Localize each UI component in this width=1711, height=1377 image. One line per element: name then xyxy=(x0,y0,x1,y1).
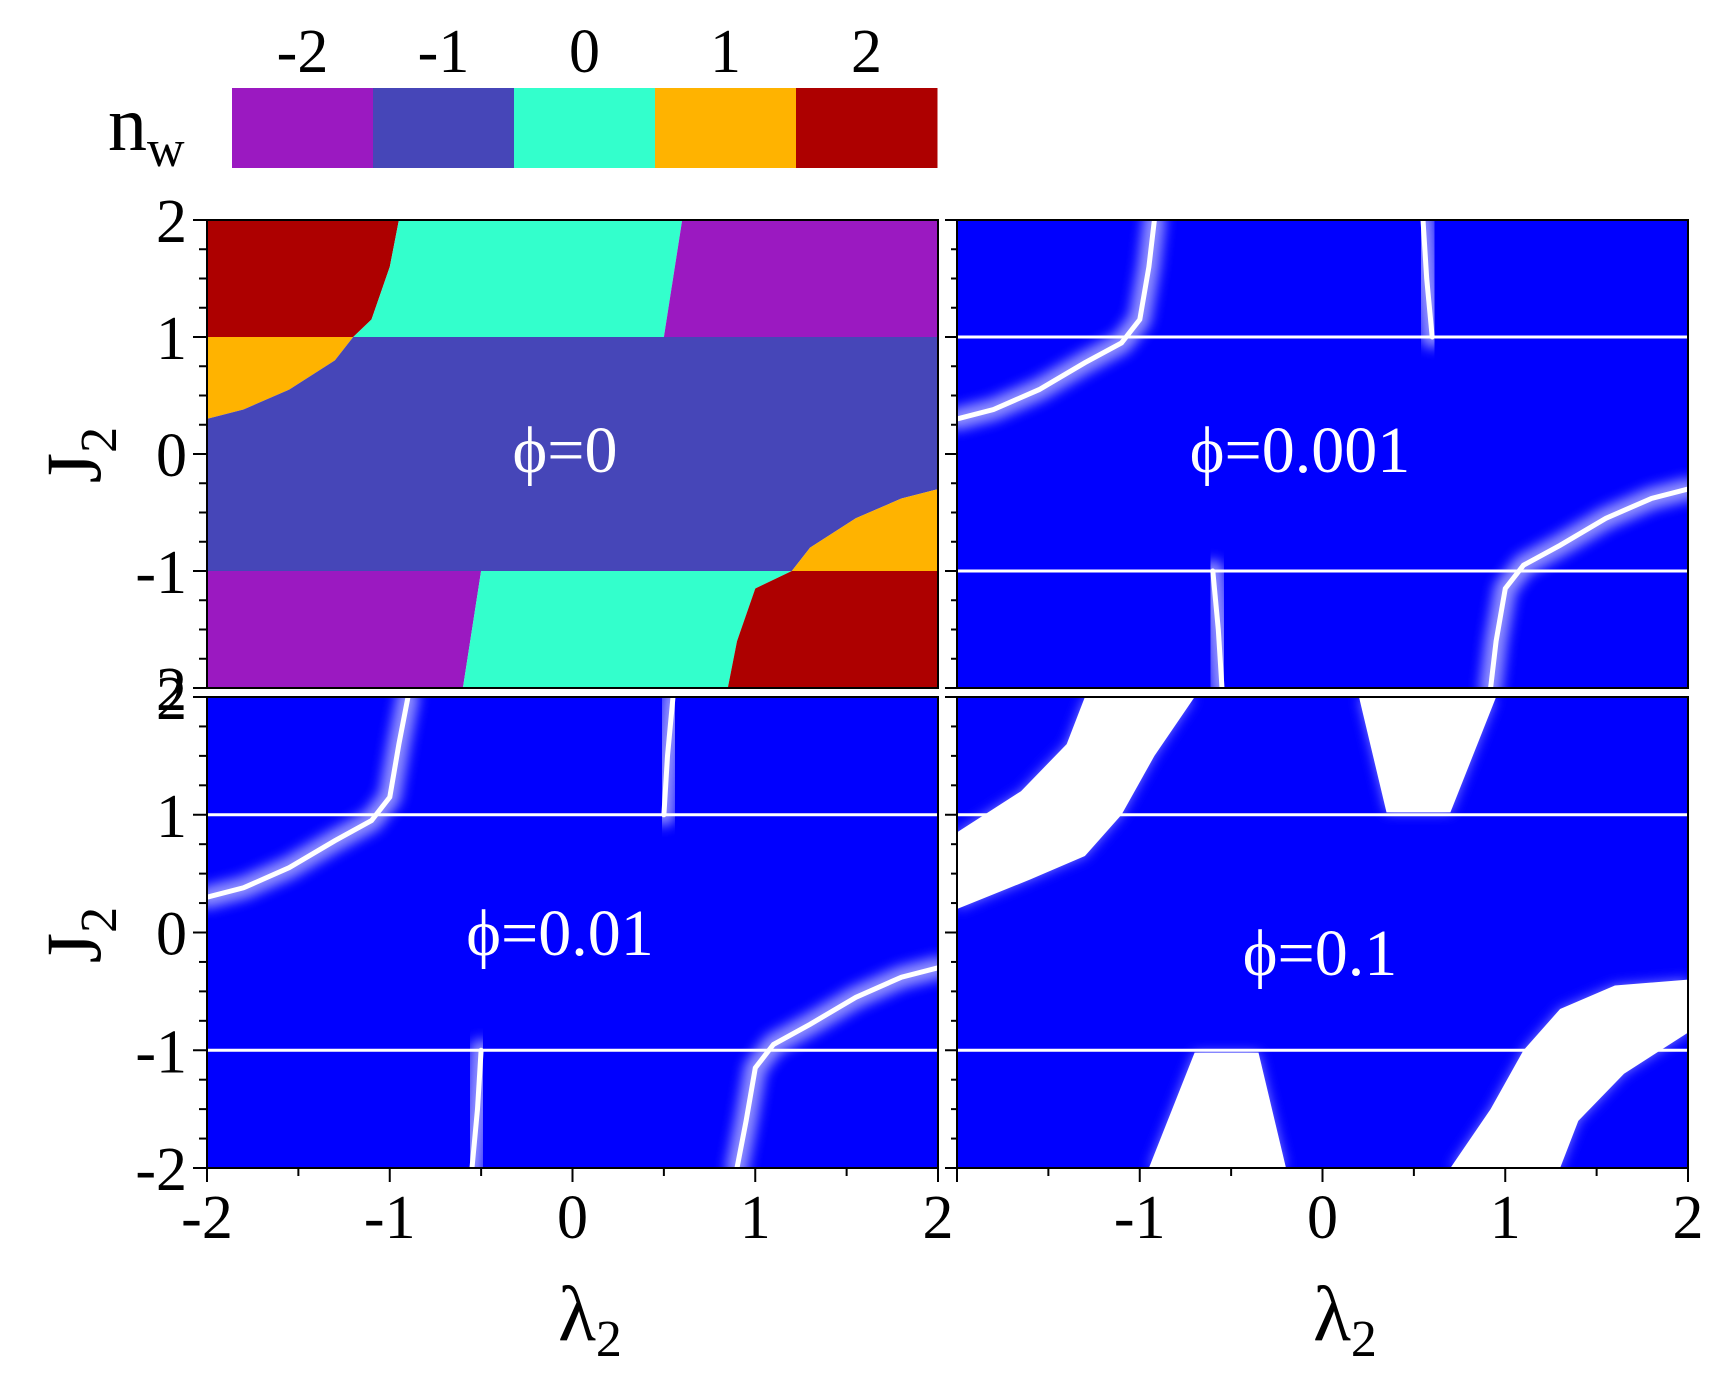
colorbar-cells xyxy=(232,88,938,168)
x-tick-label: 1 xyxy=(740,1184,771,1252)
phase-region xyxy=(727,571,938,688)
colorbar: nw -2 -1 0 1 2 xyxy=(108,18,938,178)
x-tick-label: -1 xyxy=(364,1184,416,1252)
gap-closing-curve xyxy=(207,697,411,900)
y-tick-label: 0 xyxy=(156,422,187,490)
x-axis-title-left: λ2 xyxy=(558,1270,622,1368)
phase-region xyxy=(207,337,938,571)
y-axis-title-bottom: J2 xyxy=(30,907,128,963)
colorbar-tick-label: -2 xyxy=(277,18,329,86)
x-tick-label: 1 xyxy=(1490,1184,1521,1252)
y-tick-label: 2 xyxy=(156,656,187,724)
gap-closing-curve xyxy=(734,965,938,1168)
x-axis-title-right: λ2 xyxy=(1313,1270,1377,1368)
x-tick-label: 2 xyxy=(923,1184,954,1252)
colorbar-tick-label: 0 xyxy=(569,18,600,86)
panel-phi-0-01 xyxy=(207,697,938,1168)
phase-region xyxy=(207,220,399,337)
colorbar-cell xyxy=(232,88,374,168)
gap-closing-curve xyxy=(469,1047,484,1168)
gap-closing-curve xyxy=(957,220,1157,422)
phase-region xyxy=(791,489,938,571)
y-tick-label: 0 xyxy=(156,901,187,969)
phase-region xyxy=(207,337,354,419)
gap-closing-curve xyxy=(661,697,676,818)
colorbar-cell xyxy=(796,88,938,168)
y-tick-label: -2 xyxy=(135,1136,187,1204)
y-tick-label: 2 xyxy=(156,665,187,733)
gapless-region xyxy=(1148,1052,1286,1168)
gapless-region xyxy=(1359,697,1497,813)
x-tick-label: -2 xyxy=(181,1184,233,1252)
x-tick-label: 0 xyxy=(557,1184,588,1252)
gap-closing-curve xyxy=(1210,568,1225,688)
annotation-phi-0-001: ϕ=0.001 xyxy=(1190,414,1410,487)
phase-region xyxy=(207,571,482,688)
y-tick-label: -1 xyxy=(135,1018,187,1086)
colorbar-tick-label: 2 xyxy=(851,18,882,86)
colorbar-tick-label: 1 xyxy=(710,18,741,86)
phase-region xyxy=(462,571,792,688)
panel-background xyxy=(957,220,1688,688)
colorbar-tick-labels: -2 -1 0 1 2 xyxy=(277,18,882,86)
colorbar-cell xyxy=(514,88,656,168)
y-tick-label: 2 xyxy=(156,188,187,256)
y-axis-title-top: J2 xyxy=(30,427,128,483)
panel-phi-0-001 xyxy=(957,220,1688,688)
y-tick-label: 1 xyxy=(156,305,187,373)
x-tick-label: 0 xyxy=(1307,1184,1338,1252)
gapless-region xyxy=(1450,979,1688,1168)
colorbar-tick-label: -1 xyxy=(418,18,470,86)
x-tick-label: 2 xyxy=(1673,1184,1704,1252)
annotation-phi-0-01: ϕ=0.01 xyxy=(466,897,653,970)
colorbar-cell xyxy=(373,88,515,168)
gapless-region xyxy=(957,697,1195,909)
annotation-phi-0-1: ϕ=0.1 xyxy=(1243,917,1397,990)
colorbar-label: nw xyxy=(108,80,185,178)
x-tick-label: -1 xyxy=(1114,1184,1166,1252)
phase-region xyxy=(353,220,683,337)
gap-closing-curve xyxy=(1488,486,1688,688)
y-tick-label: 1 xyxy=(156,783,187,851)
colorbar-cell xyxy=(655,88,797,168)
panel-phi-0 xyxy=(207,220,938,688)
y-tick-label: -1 xyxy=(135,539,187,607)
panel-phi-0-1 xyxy=(957,697,1688,1168)
gap-closing-curve xyxy=(1420,220,1435,340)
panel-background xyxy=(207,697,938,1168)
phase-region xyxy=(663,220,938,337)
annotation-phi-0: ϕ=0 xyxy=(513,414,618,487)
